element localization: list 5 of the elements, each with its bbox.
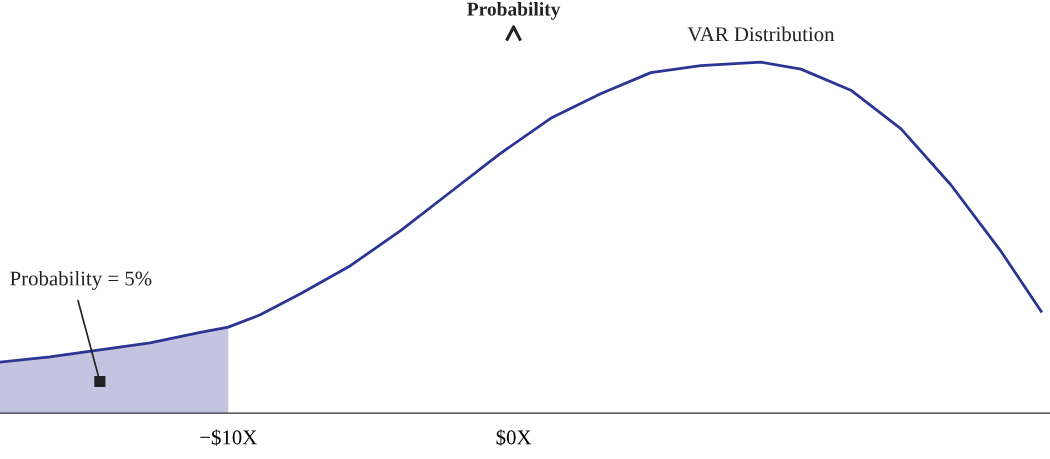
y-axis-title: Probability bbox=[467, 2, 561, 20]
x-tick-label: −$10X bbox=[200, 429, 257, 446]
x-tick-label: $0X bbox=[496, 429, 532, 446]
annotation: Probability = 5% bbox=[10, 270, 152, 290]
series-label: VAR Distribution bbox=[687, 26, 835, 42]
